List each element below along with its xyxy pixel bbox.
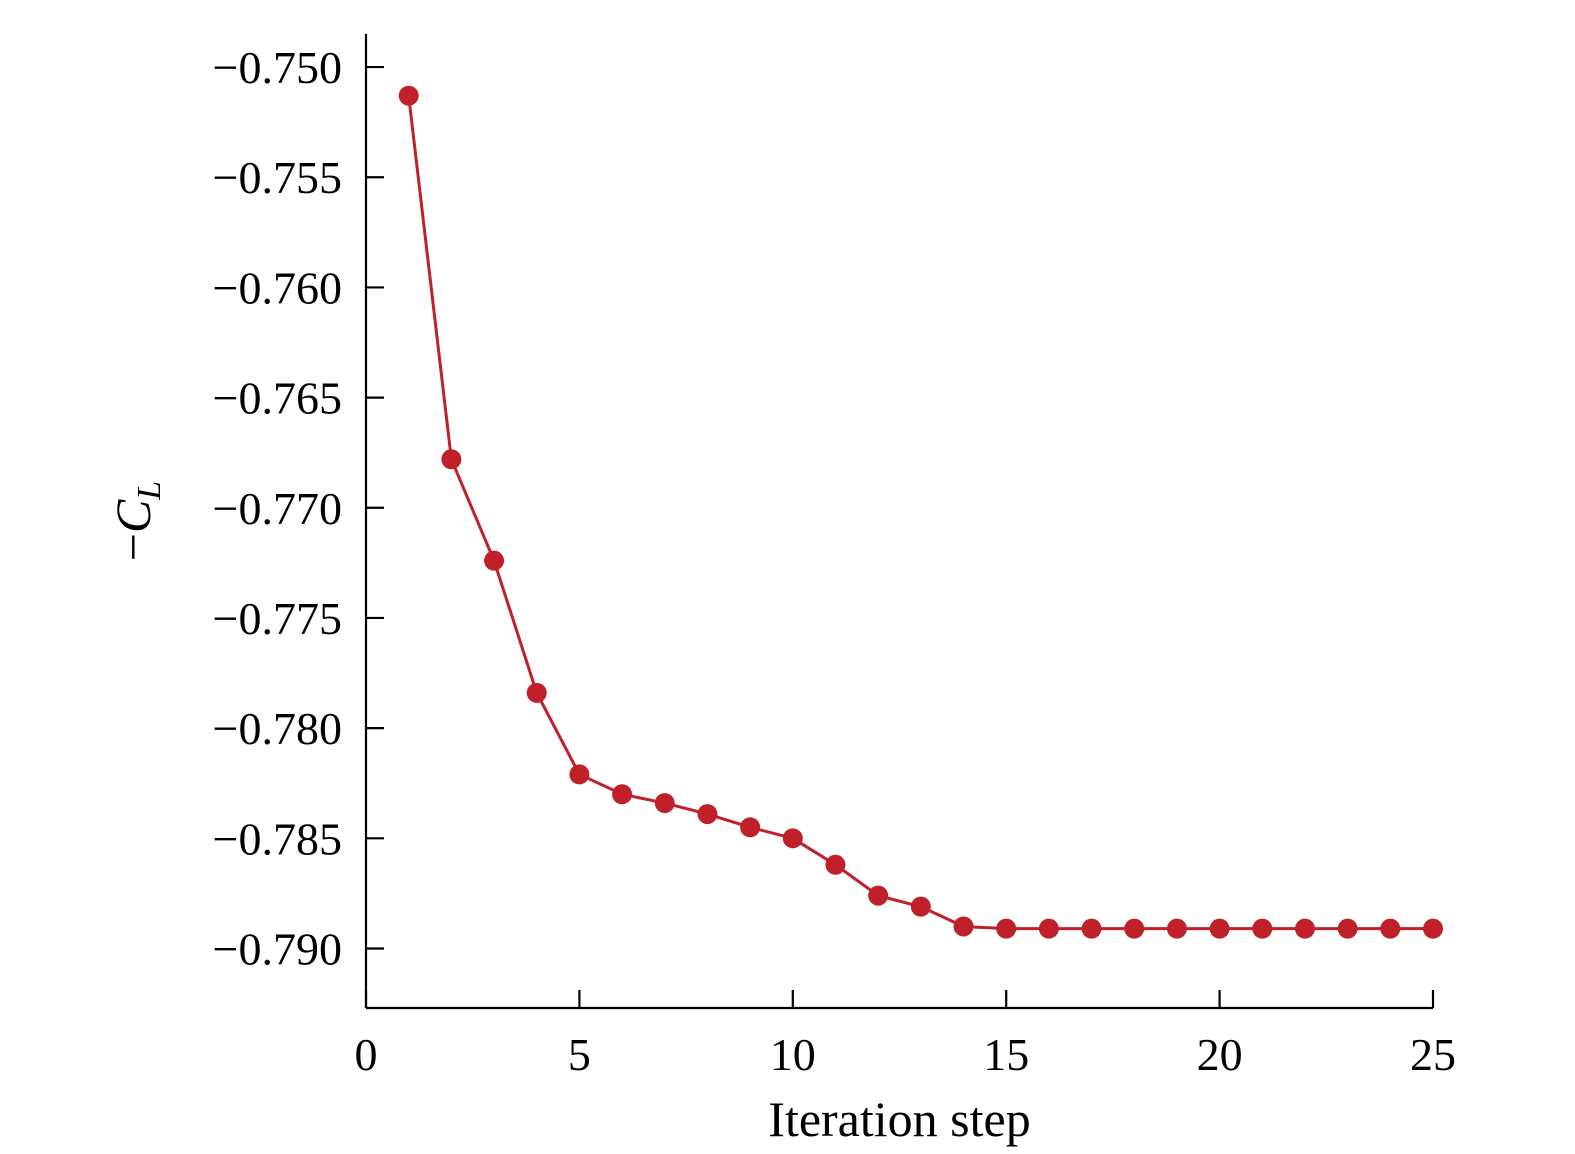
data-point — [612, 784, 633, 805]
y-tick-label: −0.760 — [213, 262, 342, 313]
y-ticks: −0.750 −0.755 −0.760 −0.765 −0.770 −0.775 −0.7… — [213, 42, 384, 975]
x-ticks: 0 5 10 15 20 25 — [355, 990, 1456, 1080]
data-point — [782, 828, 803, 849]
x-axis-title: Iteration step — [768, 1091, 1030, 1147]
data-point — [1038, 918, 1059, 939]
data-point — [1209, 918, 1230, 939]
data-point — [996, 918, 1017, 939]
y-tick-label: −0.750 — [213, 42, 342, 93]
y-tick-label: −0.790 — [213, 924, 342, 975]
x-tick-label: 25 — [1410, 1029, 1456, 1080]
data-point — [1166, 918, 1187, 939]
y-axis-title-subscript: L — [131, 481, 168, 501]
series-layer — [398, 85, 1443, 939]
series-line — [407, 95, 1433, 931]
y-tick-label: −0.785 — [213, 813, 342, 864]
x-tick-label: 0 — [355, 1029, 378, 1080]
x-tick-label: 5 — [568, 1029, 591, 1080]
x-tick-label: 15 — [983, 1029, 1029, 1080]
data-point — [1252, 918, 1273, 939]
y-tick-label: −0.765 — [213, 373, 342, 424]
data-point — [953, 916, 974, 937]
data-point — [398, 85, 419, 106]
data-point — [697, 804, 718, 825]
y-tick-label: −0.775 — [213, 593, 342, 644]
y-axis-title: −CL — [105, 481, 168, 561]
data-point — [441, 449, 462, 470]
y-axis-title-prefix: − — [105, 533, 161, 561]
data-point — [910, 896, 931, 917]
data-point — [654, 793, 675, 814]
data-point — [868, 885, 889, 906]
y-tick-label: −0.770 — [213, 483, 342, 534]
data-point — [1294, 918, 1315, 939]
data-point — [484, 550, 505, 571]
data-point — [1380, 918, 1401, 939]
x-tick-label: 10 — [770, 1029, 816, 1080]
data-point — [1423, 918, 1443, 939]
data-point — [740, 817, 761, 838]
data-point — [526, 682, 547, 703]
data-point — [825, 854, 846, 875]
data-point — [1337, 918, 1358, 939]
y-axis-title-symbol: C — [105, 499, 161, 533]
y-tick-label: −0.780 — [213, 703, 342, 754]
x-tick-label: 20 — [1197, 1029, 1243, 1080]
data-point — [569, 764, 590, 785]
axes — [364, 34, 1433, 1010]
data-point — [1081, 918, 1102, 939]
data-point — [1124, 918, 1145, 939]
y-tick-label: −0.755 — [213, 152, 342, 203]
